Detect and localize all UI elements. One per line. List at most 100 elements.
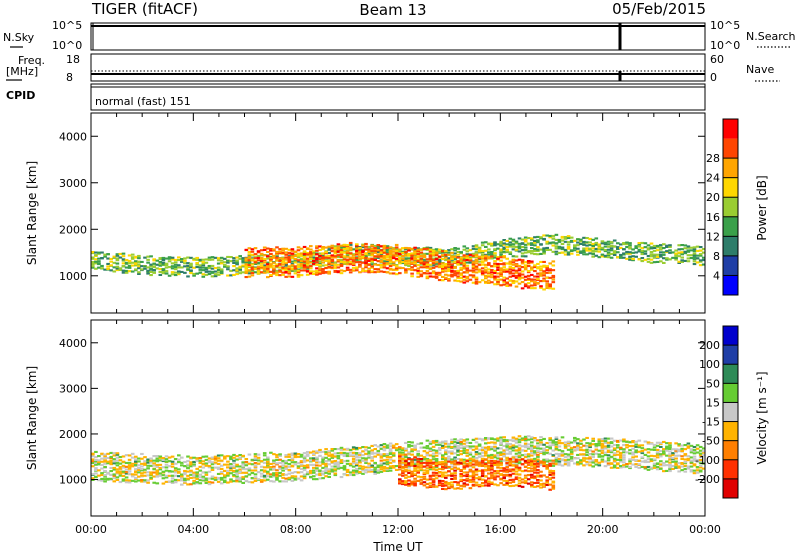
power-cell (558, 239, 562, 241)
vel-cell (435, 444, 439, 446)
vel-cell (527, 462, 531, 464)
power-cell (364, 264, 368, 266)
vel-cell (407, 485, 411, 487)
vel-cell (527, 464, 531, 466)
vel-cell (343, 460, 347, 462)
power-cell (245, 276, 249, 278)
power-cell (512, 264, 516, 266)
power-cell (512, 259, 516, 261)
vel-cell (588, 456, 592, 458)
power-cell (493, 241, 497, 243)
vel-cell (94, 451, 98, 453)
vel-cell (352, 454, 356, 456)
power-cell (407, 249, 411, 251)
vel-cell (297, 465, 301, 467)
vel-cell (680, 466, 684, 468)
power-cell (429, 254, 433, 256)
power-cell (186, 275, 190, 277)
power-cell (552, 251, 556, 253)
vel-cell (420, 458, 424, 460)
vel-cell (294, 453, 298, 455)
vel-cell (263, 452, 267, 454)
power-cell (241, 257, 245, 259)
power-cell (469, 279, 473, 281)
power-cell (604, 249, 608, 251)
power-cell (420, 258, 424, 260)
power-cell (548, 242, 552, 244)
power-cell (518, 265, 522, 267)
power-cell (588, 244, 592, 246)
vel-cell (386, 459, 390, 461)
power-cell (334, 255, 338, 257)
vel-cell (444, 463, 448, 465)
power-cell (466, 255, 470, 257)
vel-cell (355, 455, 359, 457)
vel-cell (183, 465, 187, 467)
vel-cell (352, 474, 356, 476)
power-cell (211, 271, 215, 273)
vel-cell (337, 468, 341, 470)
vel-cell (601, 452, 605, 454)
power-cell (628, 242, 632, 244)
vel-cell (149, 473, 153, 475)
power-cell (245, 260, 249, 262)
power-cell (174, 261, 178, 263)
vel-cell (373, 456, 377, 458)
power-cell (315, 257, 319, 259)
power-cell (413, 256, 417, 258)
vel-cell (398, 453, 402, 455)
vel-cell (94, 467, 98, 469)
vel-cell (337, 466, 341, 468)
vel-cell (591, 451, 595, 453)
vel-cell (235, 459, 239, 461)
power-colorbar-label: Power [dB] (755, 175, 769, 240)
power-cell (245, 263, 249, 265)
vel-cell (241, 465, 245, 467)
power-cell (211, 259, 215, 261)
power-cell (527, 265, 531, 267)
power-cell (177, 264, 181, 266)
power-cell (407, 255, 411, 257)
power-cell (527, 275, 531, 277)
power-cell (429, 275, 433, 277)
vel-cell (493, 450, 497, 452)
power-cell (324, 257, 328, 259)
power-cell (223, 264, 227, 266)
vel-cell (598, 454, 602, 456)
power-cell (352, 259, 356, 261)
vel-cell (490, 460, 494, 462)
power-cell (398, 272, 402, 274)
power-cell (284, 269, 288, 271)
power-cell (288, 265, 292, 267)
vel-cell (373, 469, 377, 471)
vel-cell (545, 449, 549, 451)
vel-cell (140, 453, 144, 455)
power-cell (149, 264, 153, 266)
power-cell (502, 279, 506, 281)
vel-cell (499, 447, 503, 449)
power-cell (552, 241, 556, 243)
power-cell (478, 281, 482, 283)
vel-cell (241, 468, 245, 470)
power-cell (324, 267, 328, 269)
vel-cell (490, 454, 494, 456)
vel-cell (334, 456, 338, 458)
vel-cell (487, 449, 491, 451)
vel-cell (346, 474, 350, 476)
power-cell (294, 258, 298, 260)
power-cell (505, 278, 509, 280)
power-cell (171, 271, 175, 273)
vel-cell (481, 458, 485, 460)
vel-cell (103, 466, 107, 468)
power-cell (447, 257, 451, 259)
vel-cell (318, 470, 322, 472)
power-cell (214, 271, 218, 273)
power-cell (257, 273, 261, 275)
vel-cell (180, 462, 184, 464)
power-cell (389, 268, 393, 270)
vel-cell (404, 448, 408, 450)
power-cell (539, 280, 543, 282)
vel-cell (358, 452, 362, 454)
power-cell (438, 256, 442, 258)
vel-cell (558, 463, 562, 465)
